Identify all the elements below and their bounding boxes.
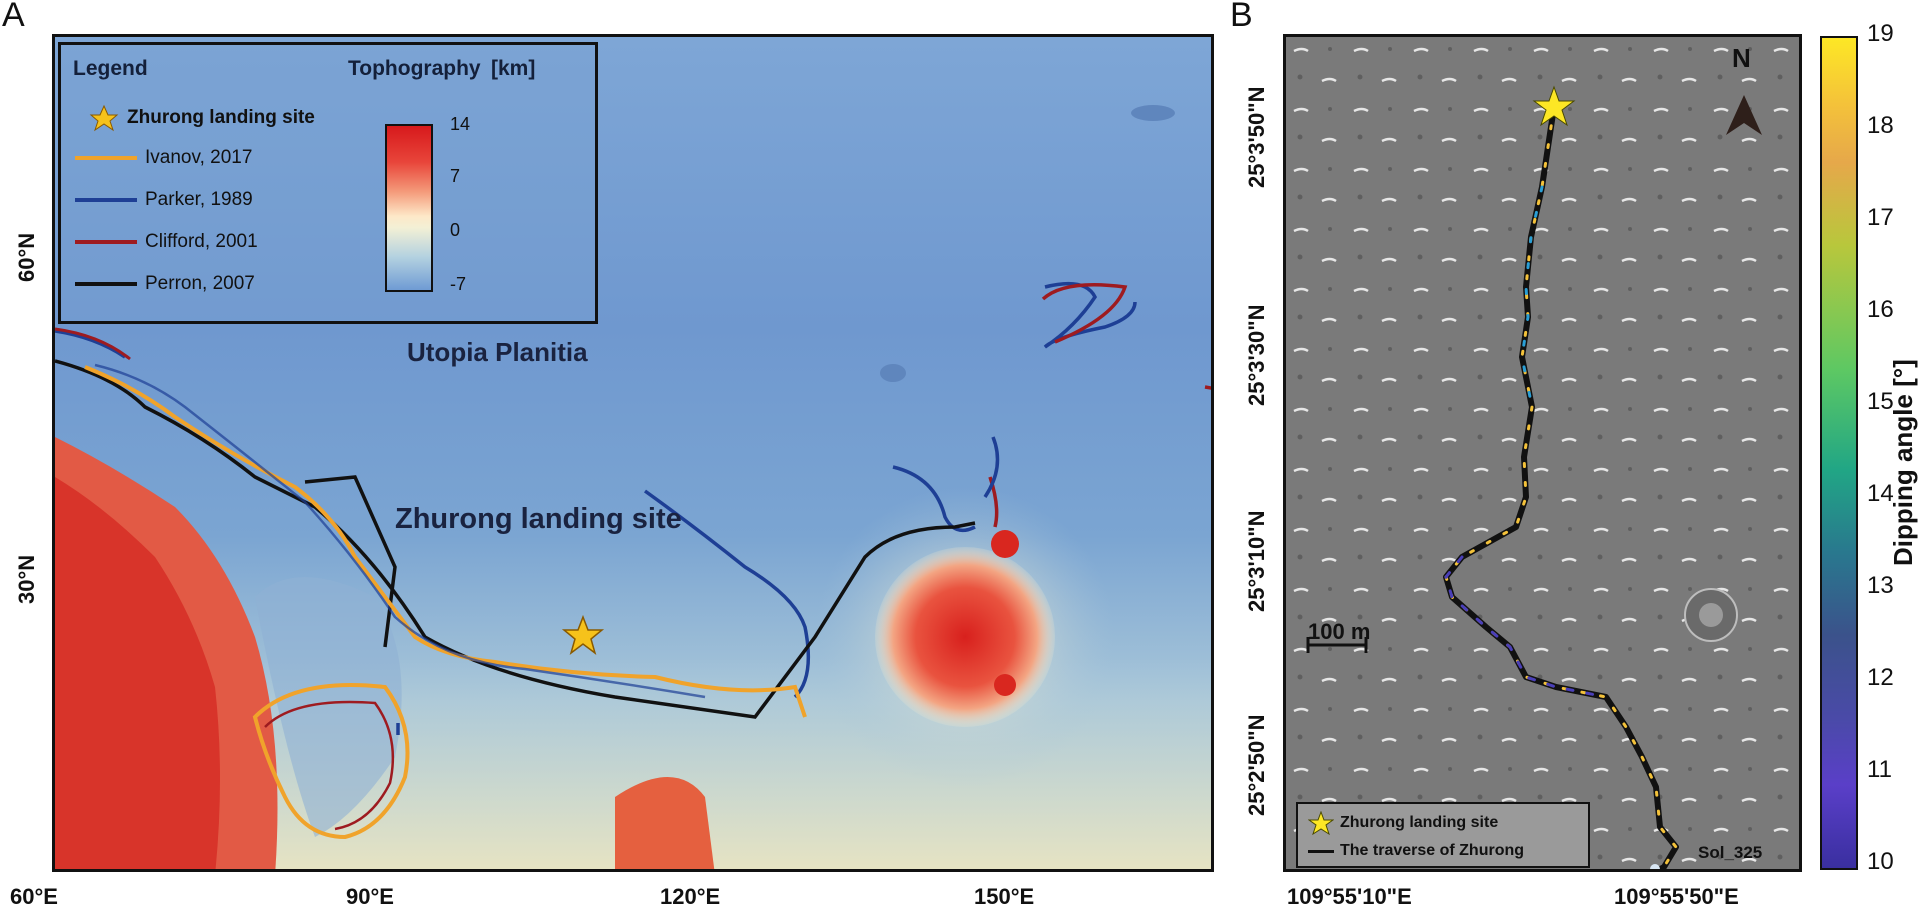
traverse-swatch bbox=[1308, 849, 1334, 853]
legend-panel-b: Zhurong landing site The traverse of Zhu… bbox=[1296, 802, 1590, 868]
y-tick-3-30: 25°3'30"N bbox=[1244, 304, 1269, 406]
legend-b-star-row: Zhurong landing site bbox=[1308, 810, 1498, 836]
star-icon bbox=[1308, 811, 1334, 835]
legend-row-perron: Perron, 2007 bbox=[75, 269, 255, 299]
dip-tick-12: 12 bbox=[1867, 664, 1894, 691]
traverse-map: N 100 m Sol_325 bbox=[1283, 34, 1802, 872]
legend-label-clifford: Clifford, 2001 bbox=[145, 231, 258, 252]
topo-tick-neg7: -7 bbox=[450, 274, 467, 294]
north-label: N bbox=[1732, 43, 1751, 73]
dip-tick-16: 16 bbox=[1867, 296, 1894, 323]
y-tick-3-10: 25°3'10"N bbox=[1244, 510, 1269, 612]
legend-b-line-row: The traverse of Zhurong bbox=[1308, 838, 1524, 864]
dip-tick-17: 17 bbox=[1867, 204, 1894, 231]
panel-a-letter: A bbox=[2, 0, 25, 34]
topo-tick-14: 14 bbox=[450, 114, 471, 134]
topography-map: Utopia Planitia Zhurong landing site bbox=[52, 34, 1214, 872]
topography-unit: [km] bbox=[491, 57, 536, 80]
legend-label-ivanov: Ivanov, 2017 bbox=[145, 147, 253, 168]
topo-tick-7: 7 bbox=[450, 166, 461, 186]
x-tick-90e: 90°E bbox=[346, 884, 394, 909]
y-tick-2-50: 25°2'50"N bbox=[1244, 714, 1269, 816]
topography-title: Tophography bbox=[348, 57, 481, 80]
legend-panel-a: Legend Tophography [km] Zhurong landing … bbox=[58, 42, 598, 324]
parker-swatch bbox=[75, 198, 137, 202]
legend-row-ivanov: Ivanov, 2017 bbox=[75, 143, 252, 173]
legend-row-clifford: Clifford, 2001 bbox=[75, 227, 258, 257]
legend-b-star-label: Zhurong landing site bbox=[1340, 814, 1499, 831]
scale-bar-label: 100 m bbox=[1308, 619, 1371, 644]
dip-tick-15: 15 bbox=[1867, 388, 1894, 415]
legend-b-line-label: The traverse of Zhurong bbox=[1340, 842, 1525, 859]
landing-site-star-b bbox=[1532, 85, 1576, 127]
dip-tick-13: 13 bbox=[1867, 572, 1894, 599]
x-tick-55-50: 109°55'50"E bbox=[1614, 884, 1739, 909]
map-b-shapes bbox=[1286, 37, 1799, 869]
north-arrow-icon bbox=[1726, 95, 1762, 135]
star-icon bbox=[89, 104, 119, 132]
map-a-shapes bbox=[55, 105, 1211, 869]
topo-tick-0: 0 bbox=[450, 220, 461, 240]
dip-tick-19: 19 bbox=[1867, 20, 1894, 47]
sol-325-label: Sol_325 bbox=[1698, 843, 1763, 862]
dipping-angle-label: Dipping angle [°] bbox=[1888, 359, 1918, 566]
clifford-swatch bbox=[75, 240, 137, 244]
legend-title: Legend bbox=[73, 57, 148, 80]
dipping-angle-colorbar bbox=[1820, 36, 1858, 870]
legend-label-parker: Parker, 1989 bbox=[145, 189, 253, 210]
utopia-planitia-label: Utopia Planitia bbox=[407, 337, 588, 367]
x-tick-150e: 150°E bbox=[974, 884, 1035, 909]
dip-tick-11: 11 bbox=[1867, 756, 1892, 783]
y-tick-3-50: 25°3'50"N bbox=[1244, 86, 1269, 188]
legend-star-label: Zhurong landing site bbox=[127, 107, 315, 128]
landing-site-label-a: Zhurong landing site bbox=[395, 503, 682, 535]
perron-swatch bbox=[75, 282, 137, 286]
y-tick-30n: 30°N bbox=[14, 554, 39, 604]
x-tick-55-10: 109°55'10"E bbox=[1287, 884, 1412, 909]
legend-row-parker: Parker, 1989 bbox=[75, 185, 253, 215]
dip-tick-10: 10 bbox=[1867, 848, 1894, 875]
legend-label-perron: Perron, 2007 bbox=[145, 273, 255, 294]
dip-tick-18: 18 bbox=[1867, 112, 1894, 139]
topography-colorbar bbox=[385, 124, 433, 292]
landing-site-star-a bbox=[561, 614, 605, 655]
ivanov-swatch bbox=[75, 156, 137, 160]
x-tick-120e: 120°E bbox=[660, 884, 721, 909]
dip-tick-14: 14 bbox=[1867, 480, 1894, 507]
panel-b-letter: B bbox=[1230, 0, 1253, 34]
y-tick-60n: 60°N bbox=[14, 232, 39, 282]
x-tick-60e: 60°E bbox=[10, 884, 58, 909]
legend-star-row: Zhurong landing site bbox=[75, 103, 315, 133]
